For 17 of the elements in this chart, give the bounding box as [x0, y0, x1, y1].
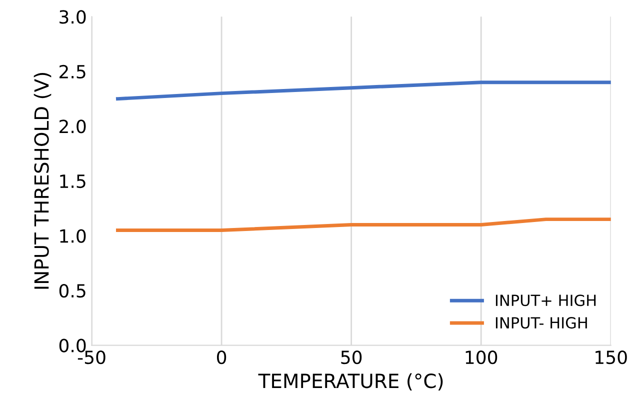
y-tick-label: 2.0: [60, 120, 86, 134]
y-axis-title: INPUT THRESHOLD (V): [34, 72, 52, 289]
y-tick-label: 1.5: [60, 174, 86, 188]
y-tick-label: 1.0: [60, 229, 86, 243]
y-tick-label: 2.5: [60, 64, 86, 79]
x-tick-label: 0: [216, 350, 226, 364]
x-axis-title: TEMPERATURE (°C): [258, 373, 443, 391]
y-tick-label: 3.0: [60, 10, 86, 24]
legend-label: INPUT- HIGH: [496, 317, 587, 329]
legend-label: INPUT+ HIGH: [496, 294, 596, 306]
line-series: [116, 80, 611, 101]
x-tick-label: 150: [596, 350, 627, 364]
x-tick-label: 50: [341, 350, 362, 364]
y-tick-label: 0.0: [59, 338, 86, 352]
x-tick-label: -50: [78, 350, 106, 364]
y-tick-label: 0.5: [59, 284, 86, 298]
x-tick-label: 100: [466, 350, 498, 364]
